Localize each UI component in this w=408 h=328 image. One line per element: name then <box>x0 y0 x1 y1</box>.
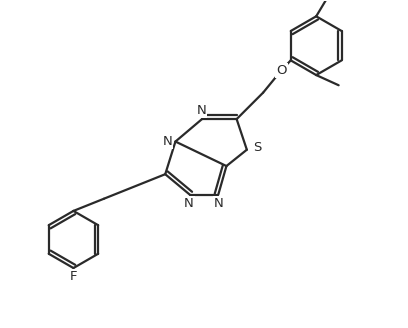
Text: O: O <box>276 64 287 77</box>
Text: S: S <box>253 141 261 154</box>
Text: N: N <box>214 197 224 210</box>
Text: F: F <box>70 270 77 283</box>
Text: N: N <box>162 135 172 148</box>
Text: N: N <box>196 104 206 117</box>
Text: N: N <box>184 197 194 210</box>
